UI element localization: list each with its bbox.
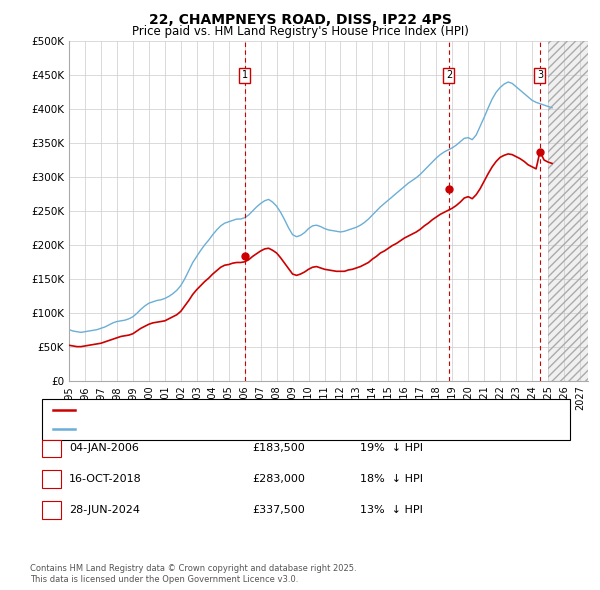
Bar	[548, 41, 588, 381]
Text: £283,000: £283,000	[252, 474, 305, 484]
Text: This data is licensed under the Open Government Licence v3.0.: This data is licensed under the Open Gov…	[30, 575, 298, 584]
Text: 3: 3	[48, 505, 55, 514]
Text: 3: 3	[537, 70, 543, 80]
Text: 22, CHAMPNEYS ROAD, DISS, IP22 4PS: 22, CHAMPNEYS ROAD, DISS, IP22 4PS	[149, 13, 451, 27]
Bar	[548, 41, 588, 381]
Text: 1: 1	[48, 444, 55, 453]
Text: 16-OCT-2018: 16-OCT-2018	[69, 474, 142, 484]
Text: 2: 2	[48, 474, 55, 484]
Text: 18%  ↓ HPI: 18% ↓ HPI	[360, 474, 423, 484]
Text: 19%  ↓ HPI: 19% ↓ HPI	[360, 444, 423, 453]
Text: 2: 2	[446, 70, 452, 80]
Text: HPI: Average price, detached house, South Norfolk: HPI: Average price, detached house, Sout…	[79, 424, 343, 434]
Text: 22, CHAMPNEYS ROAD, DISS, IP22 4PS (detached house): 22, CHAMPNEYS ROAD, DISS, IP22 4PS (deta…	[79, 405, 375, 415]
Text: 13%  ↓ HPI: 13% ↓ HPI	[360, 505, 423, 514]
Text: 04-JAN-2006: 04-JAN-2006	[69, 444, 139, 453]
Text: £183,500: £183,500	[252, 444, 305, 453]
Text: 28-JUN-2024: 28-JUN-2024	[69, 505, 140, 514]
Text: 1: 1	[242, 70, 248, 80]
Text: £337,500: £337,500	[252, 505, 305, 514]
Text: Contains HM Land Registry data © Crown copyright and database right 2025.: Contains HM Land Registry data © Crown c…	[30, 565, 356, 573]
Text: Price paid vs. HM Land Registry's House Price Index (HPI): Price paid vs. HM Land Registry's House …	[131, 25, 469, 38]
